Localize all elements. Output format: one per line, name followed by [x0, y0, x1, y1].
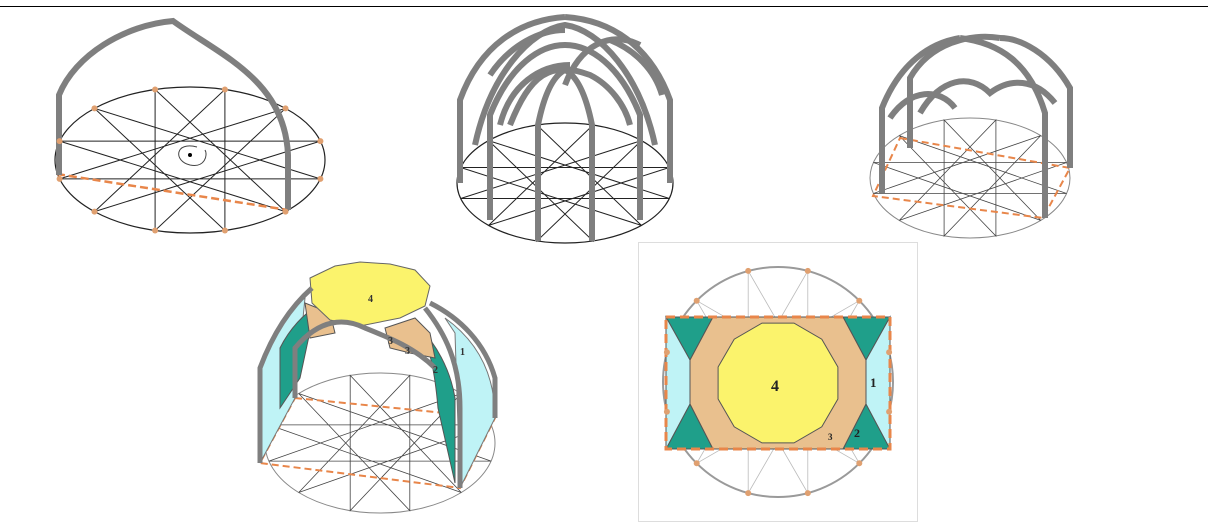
node-point — [804, 490, 811, 497]
node-point — [804, 267, 811, 274]
base-ellipse — [54, 86, 326, 234]
region-3-surface — [384, 317, 436, 359]
rib-arch — [56, 17, 291, 210]
region-2-label: 2 — [854, 426, 860, 440]
top-rule — [0, 6, 1208, 7]
rib-arch — [564, 42, 643, 220]
rib-arches — [257, 286, 498, 488]
plan-frame — [638, 242, 918, 522]
dashed-rectangle — [664, 315, 892, 451]
star-line — [59, 88, 321, 232]
region-1-label: 1 — [870, 375, 877, 390]
rib-arch — [487, 42, 566, 220]
rotate-arrow-icon — [178, 145, 207, 166]
center-dot — [188, 153, 192, 157]
node-points — [56, 86, 324, 234]
figure-cut-dome — [869, 33, 1073, 239]
node-point — [91, 105, 98, 112]
dashed-rectangle — [871, 136, 1072, 220]
region-2-label: 2 — [433, 365, 438, 376]
node-point — [282, 208, 289, 215]
node-point — [663, 408, 670, 415]
node-point — [221, 227, 228, 234]
figure-rib-dome — [456, 14, 674, 244]
region-4-surface — [309, 261, 431, 327]
node-point — [221, 86, 228, 93]
region-4-surface — [717, 322, 839, 444]
region-1-surface — [444, 317, 496, 489]
star-line — [873, 119, 1067, 237]
region-3-label: 3 — [828, 432, 833, 442]
star-pattern — [873, 119, 1067, 237]
node-point — [91, 208, 98, 215]
region-1-label: 1 — [460, 347, 465, 358]
node-point — [56, 175, 63, 182]
rib-arch — [457, 14, 566, 183]
node-point — [693, 297, 700, 304]
node-point — [282, 105, 289, 112]
rib-arch — [487, 27, 566, 77]
node-point — [317, 138, 324, 145]
figure-colored-dome: 4 3 3 2 1 — [257, 261, 498, 514]
dashed-chord — [56, 172, 289, 212]
node-point — [745, 267, 752, 274]
node-point — [856, 297, 863, 304]
base-ellipse — [869, 117, 1071, 239]
rib-arches — [879, 33, 1073, 218]
node-point — [856, 460, 863, 467]
node-point — [663, 349, 670, 356]
node-point — [152, 227, 159, 234]
node-point — [886, 349, 893, 356]
rib-arch — [562, 36, 642, 87]
region-4-label: 4 — [771, 378, 779, 395]
region-3a-label: 3 — [388, 336, 393, 347]
plan-node-points — [663, 267, 893, 497]
rib-arches — [457, 14, 673, 241]
node-point — [317, 175, 324, 182]
rib-arch — [497, 62, 571, 126]
region-3b-label: 3 — [405, 346, 410, 357]
node-point — [745, 490, 752, 497]
figure-single-rib — [54, 17, 326, 234]
node-point — [56, 138, 63, 145]
rib-arch — [507, 66, 633, 127]
node-point — [886, 408, 893, 415]
node-point — [693, 460, 700, 467]
node-point — [152, 86, 159, 93]
rib-arch — [472, 21, 658, 146]
rib-arch — [608, 37, 665, 96]
rotation-marker — [178, 145, 207, 166]
plan-circle — [662, 266, 894, 498]
star-pattern — [59, 88, 321, 232]
figure-plan-view: 4 1 2 3 — [638, 242, 918, 522]
region-4-label: 4 — [368, 294, 373, 305]
